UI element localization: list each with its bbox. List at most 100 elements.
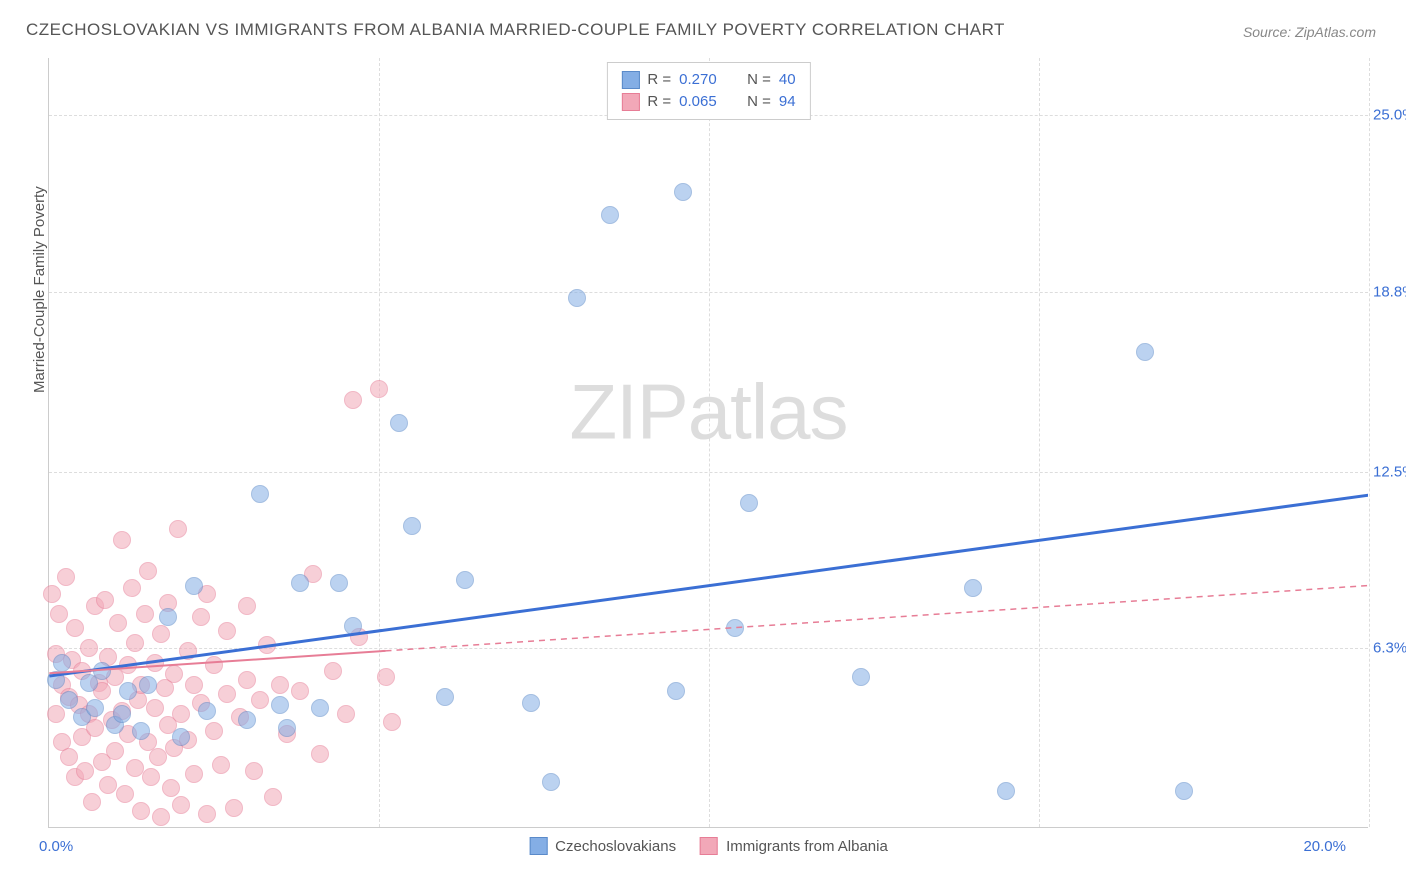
y-axis-label: Married-Couple Family Poverty [31, 186, 48, 393]
data-point [109, 614, 127, 632]
data-point [852, 668, 870, 686]
chart-title: CZECHOSLOVAKIAN VS IMMIGRANTS FROM ALBAN… [26, 20, 1005, 40]
data-point [740, 494, 758, 512]
data-point [60, 748, 78, 766]
r-label: R = [647, 91, 671, 113]
data-point [47, 705, 65, 723]
watermark-bold: ZIP [569, 367, 687, 455]
r-value-1: 0.270 [679, 69, 729, 91]
n-value-1: 40 [779, 69, 796, 91]
data-point [57, 568, 75, 586]
data-point [162, 779, 180, 797]
data-point [245, 762, 263, 780]
data-point [291, 574, 309, 592]
correlation-legend: R = 0.270 N = 40 R = 0.065 N = 94 [606, 62, 810, 120]
y-tick-label: 12.5% [1373, 463, 1406, 480]
data-point [278, 719, 296, 737]
data-point [205, 722, 223, 740]
data-point [218, 622, 236, 640]
data-point [377, 668, 395, 686]
data-point [198, 805, 216, 823]
data-point [674, 183, 692, 201]
data-point [383, 713, 401, 731]
data-point [337, 705, 355, 723]
source-attribution: Source: ZipAtlas.com [1243, 24, 1376, 40]
data-point [60, 691, 78, 709]
data-point [330, 574, 348, 592]
data-point [436, 688, 454, 706]
data-point [152, 625, 170, 643]
data-point [172, 728, 190, 746]
y-tick-label: 25.0% [1373, 107, 1406, 124]
gridline-v [1369, 58, 1370, 827]
data-point [76, 762, 94, 780]
data-point [1136, 343, 1154, 361]
chart-plot-area: Married-Couple Family Poverty ZIPatlas 6… [48, 58, 1368, 828]
data-point [106, 742, 124, 760]
data-point [146, 654, 164, 672]
data-point [123, 579, 141, 597]
data-point [403, 517, 421, 535]
data-point [311, 745, 329, 763]
data-point [185, 676, 203, 694]
data-point [218, 685, 236, 703]
data-point [456, 571, 474, 589]
data-point [344, 391, 362, 409]
n-label: N = [747, 91, 771, 113]
correlation-row-2: R = 0.065 N = 94 [621, 91, 795, 113]
data-point [47, 671, 65, 689]
data-point [264, 788, 282, 806]
data-point [271, 696, 289, 714]
data-point [172, 705, 190, 723]
data-point [542, 773, 560, 791]
x-axis-max: 20.0% [1303, 838, 1346, 855]
data-point [80, 639, 98, 657]
data-point [251, 691, 269, 709]
data-point [146, 699, 164, 717]
data-point [119, 682, 137, 700]
data-point [601, 206, 619, 224]
data-point [667, 682, 685, 700]
gridline-v [1039, 58, 1040, 827]
data-point [50, 605, 68, 623]
data-point [86, 699, 104, 717]
data-point [205, 656, 223, 674]
data-point [522, 694, 540, 712]
data-point [212, 756, 230, 774]
data-point [113, 705, 131, 723]
data-point [139, 676, 157, 694]
data-point [142, 768, 160, 786]
data-point [113, 531, 131, 549]
data-point [165, 665, 183, 683]
data-point [126, 759, 144, 777]
data-point [271, 676, 289, 694]
data-point [258, 636, 276, 654]
data-point [132, 802, 150, 820]
data-point [172, 796, 190, 814]
data-point [225, 799, 243, 817]
data-point [192, 608, 210, 626]
series-1-name: Czechoslovakians [555, 838, 676, 855]
data-point [169, 520, 187, 538]
data-point [126, 634, 144, 652]
data-point [238, 711, 256, 729]
data-point [238, 597, 256, 615]
series-legend-item-2: Immigrants from Albania [700, 837, 888, 855]
data-point [997, 782, 1015, 800]
data-point [198, 702, 216, 720]
data-point [132, 722, 150, 740]
correlation-row-1: R = 0.270 N = 40 [621, 69, 795, 91]
data-point [185, 577, 203, 595]
swatch-series-2 [621, 93, 639, 111]
data-point [149, 748, 167, 766]
data-point [238, 671, 256, 689]
data-point [83, 793, 101, 811]
data-point [251, 485, 269, 503]
data-point [311, 699, 329, 717]
data-point [185, 765, 203, 783]
data-point [99, 776, 117, 794]
data-point [119, 656, 137, 674]
data-point [390, 414, 408, 432]
watermark-thin: atlas [688, 367, 848, 455]
y-tick-label: 18.8% [1373, 283, 1406, 300]
